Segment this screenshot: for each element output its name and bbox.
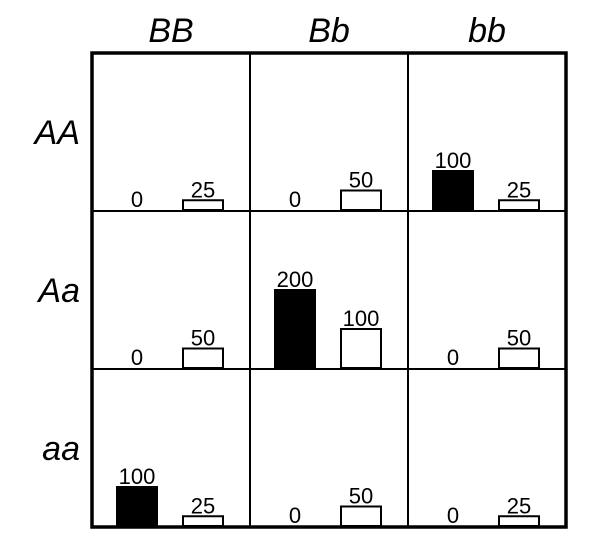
row-header: Aa bbox=[36, 272, 80, 310]
bar bbox=[432, 170, 474, 211]
bar bbox=[116, 486, 158, 527]
row-header: AA bbox=[33, 114, 80, 152]
bar bbox=[274, 289, 316, 369]
bar bbox=[498, 347, 540, 369]
value-label: 25 bbox=[507, 493, 531, 518]
bar bbox=[340, 328, 382, 369]
value-label: 25 bbox=[507, 177, 531, 202]
value-label: 100 bbox=[343, 306, 380, 331]
value-label: 25 bbox=[191, 177, 215, 202]
value-label: 0 bbox=[289, 503, 301, 528]
grid-border bbox=[90, 51, 568, 529]
bar bbox=[340, 189, 382, 211]
value-label: 100 bbox=[435, 148, 472, 173]
bar bbox=[340, 505, 382, 527]
value-label: 200 bbox=[277, 267, 314, 292]
value-label: 0 bbox=[289, 187, 301, 212]
value-label: 50 bbox=[349, 484, 373, 509]
value-label: 100 bbox=[119, 464, 156, 489]
value-label: 0 bbox=[447, 503, 459, 528]
value-label: 50 bbox=[191, 326, 215, 351]
value-label: 0 bbox=[131, 345, 143, 370]
value-label: 0 bbox=[447, 345, 459, 370]
column-header: Bb bbox=[308, 12, 350, 50]
value-label: 0 bbox=[131, 187, 143, 212]
value-label: 25 bbox=[191, 493, 215, 518]
value-label: 50 bbox=[507, 326, 531, 351]
column-header: BB bbox=[148, 12, 193, 50]
row-header: aa bbox=[42, 430, 80, 468]
column-header: bb bbox=[468, 12, 506, 50]
bar bbox=[182, 347, 224, 369]
value-label: 50 bbox=[349, 168, 373, 193]
